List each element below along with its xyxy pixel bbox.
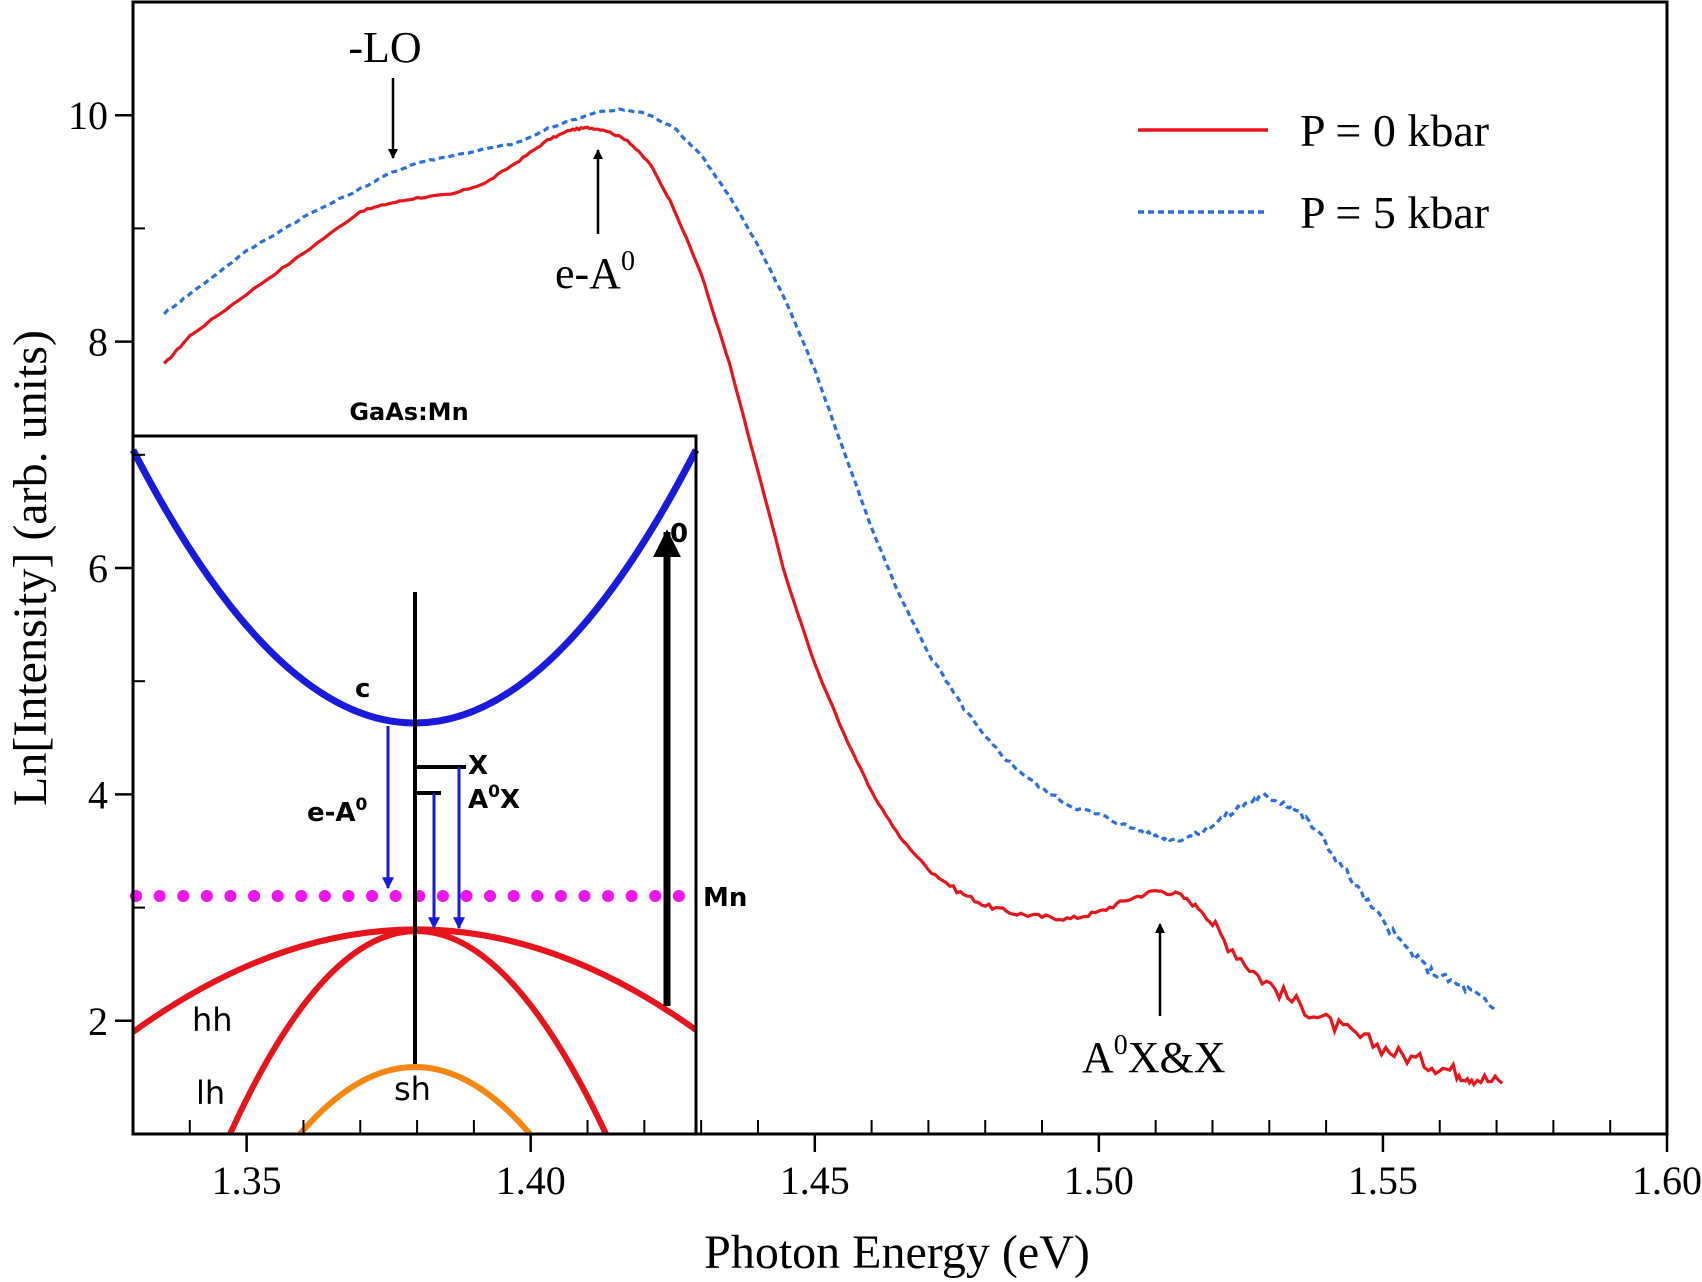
inset-title: GaAs:Mn	[349, 398, 468, 426]
annotation-lo-label: -LO	[348, 23, 421, 72]
x-tick-label: 1.35	[212, 1158, 282, 1203]
hh-label: hh	[192, 1001, 233, 1039]
x-level-label: X	[468, 751, 488, 781]
annotation-a0x-x-label: A0X&X	[1082, 1030, 1226, 1082]
e-a0-label: e-A0	[307, 795, 368, 828]
legend-label-p5: P = 5 kbar	[1300, 187, 1489, 238]
y-tick-label: 4	[88, 772, 108, 817]
y-tick-label: 10	[68, 93, 108, 138]
y-tick-label: 8	[88, 320, 108, 365]
lh-label: lh	[196, 1074, 225, 1112]
split-off-band	[297, 1064, 533, 1136]
annotation-ea0-label: e-A0	[555, 246, 635, 298]
data-series-layer	[163, 107, 1504, 1088]
mn-level-label: Mn	[703, 883, 747, 913]
sh-label: sh	[394, 1070, 431, 1108]
x-tick-label: 1.55	[1348, 1158, 1418, 1203]
a0x-level-label: A0X	[468, 782, 520, 815]
legend-label-p0: P = 0 kbar	[1300, 105, 1489, 156]
axis-ticks: 1.35 1.40 1.45 1.50 1.55 1.60 2 4 6 8 10	[68, 93, 1702, 1203]
series-line-p0	[163, 125, 1504, 1088]
y-tick-label: 6	[88, 546, 108, 591]
band-diagram-inset: GaAs:Mn c X A0X e-A0 Mn 0 hh lh sh	[129, 398, 747, 1136]
x-tick-label: 1.50	[1064, 1158, 1134, 1203]
conduction-band-label: c	[355, 674, 370, 704]
y-tick-label: 2	[88, 999, 108, 1044]
y-axis-title: Ln[Intensity] (arb. units)	[4, 330, 57, 806]
peak-annotations: -LO e-A0 A0X&X	[348, 23, 1225, 1082]
excitation-label: 0	[670, 519, 688, 549]
legend: P = 0 kbar P = 5 kbar	[1138, 105, 1489, 238]
inset-frame	[133, 434, 698, 1134]
x-tick-label: 1.60	[1632, 1158, 1702, 1203]
x-tick-label: 1.40	[496, 1158, 566, 1203]
x-axis-title: Photon Energy (eV)	[704, 1226, 1090, 1279]
x-tick-label: 1.45	[780, 1158, 850, 1203]
series-line-p5	[163, 107, 1498, 1013]
